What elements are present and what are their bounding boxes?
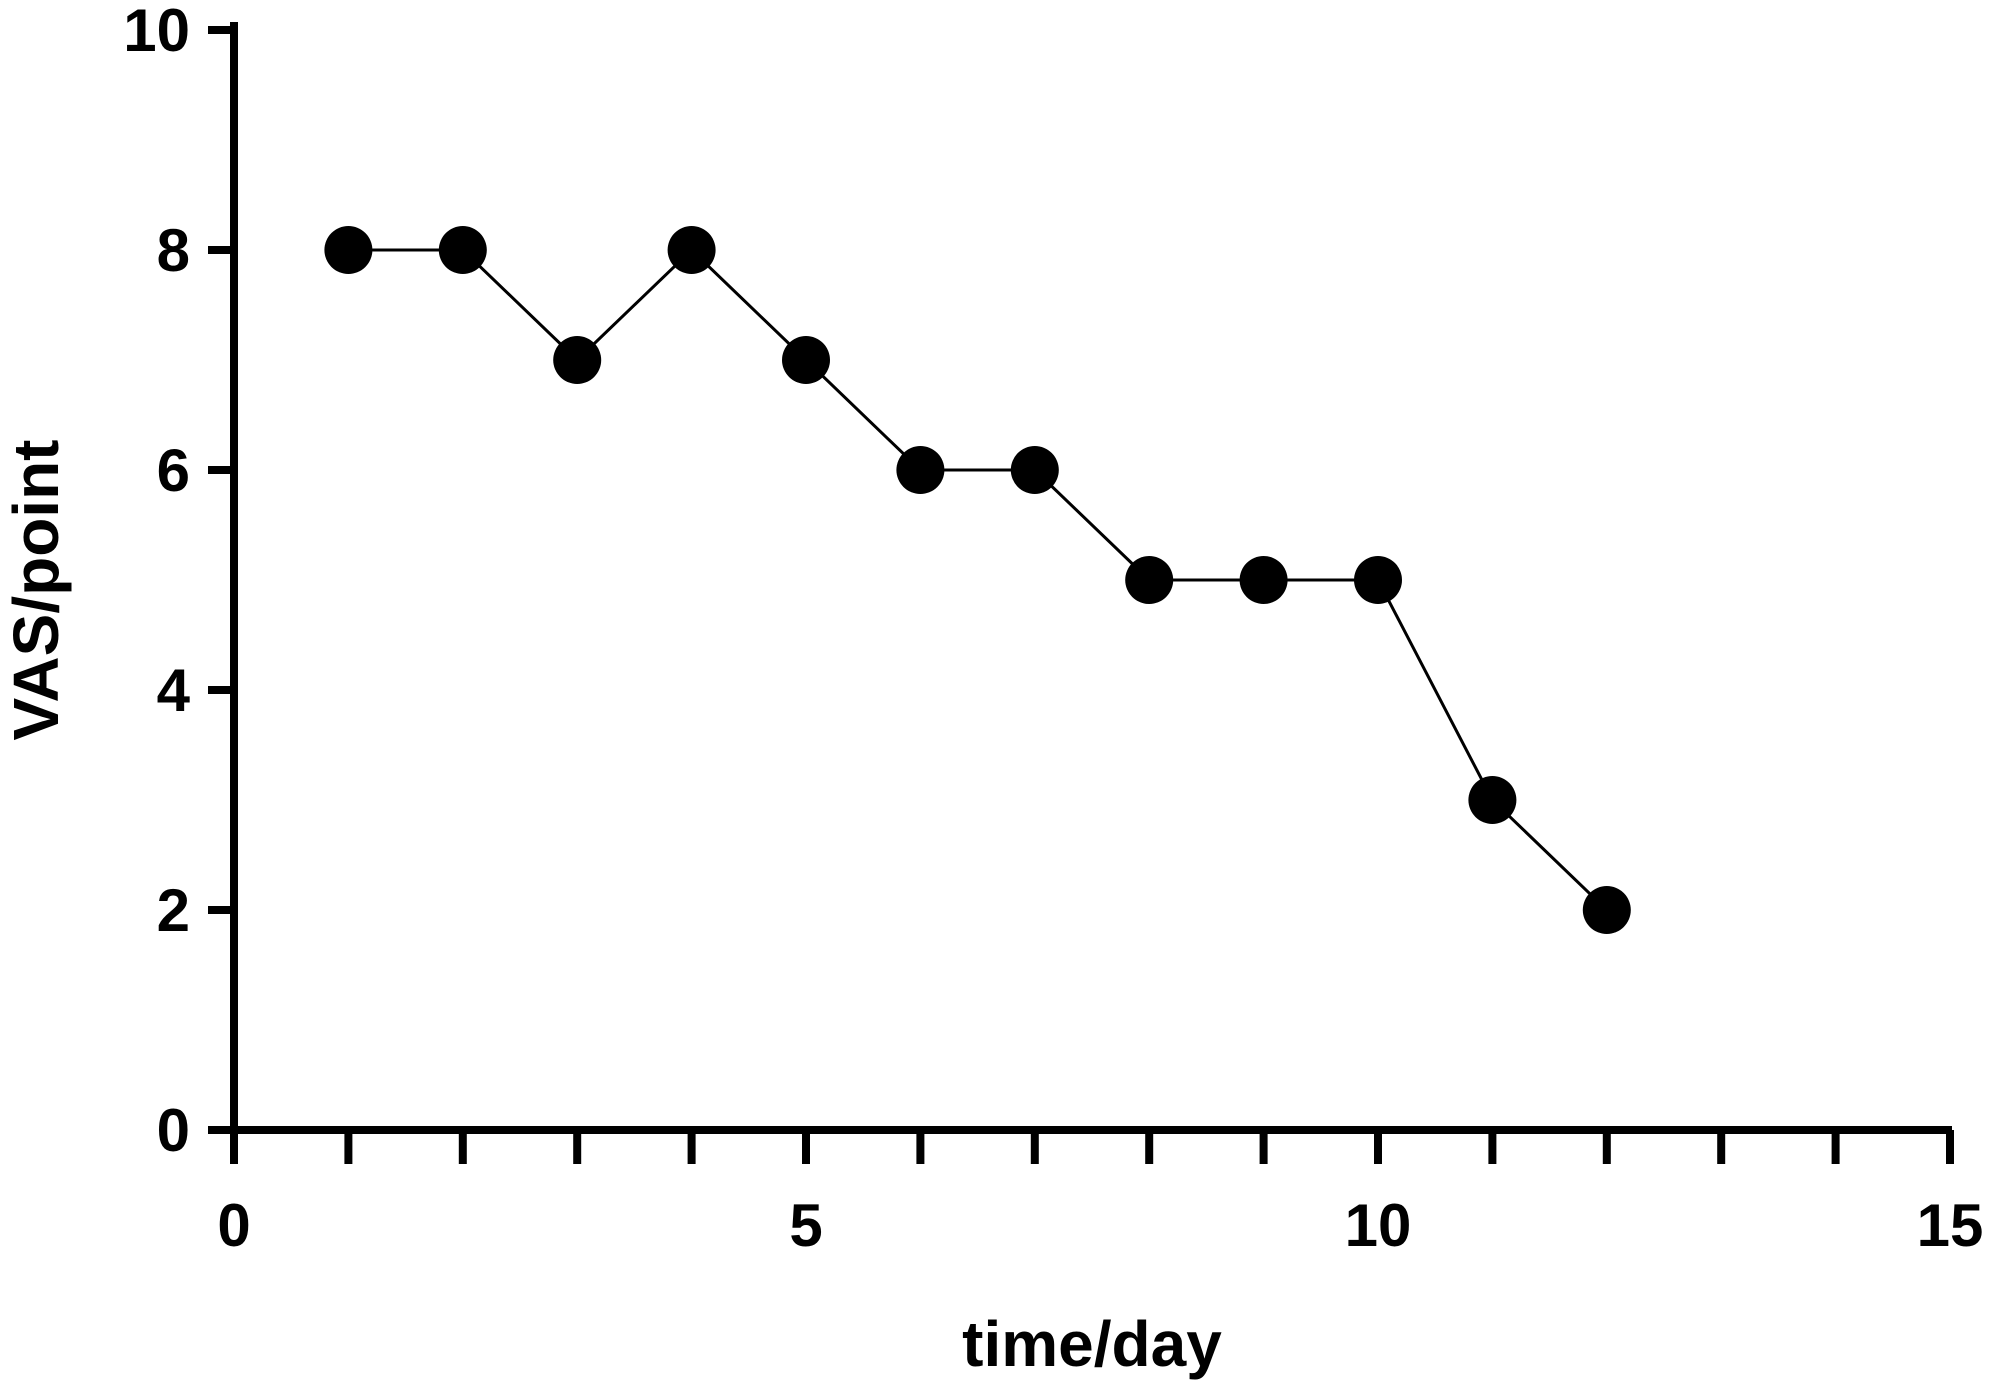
y-tick-label: 8: [157, 217, 190, 284]
y-tick-label: 4: [157, 657, 191, 724]
axes: [230, 22, 1952, 1138]
data-point: [896, 446, 945, 494]
data-point: [1468, 776, 1517, 824]
y-tick-label: 10: [123, 0, 190, 64]
data-point: [553, 336, 602, 384]
y-tick-label: 2: [157, 877, 190, 944]
data-point: [1582, 886, 1631, 934]
data-point: [438, 226, 487, 274]
x-tick-label: 15: [1917, 1192, 1984, 1259]
x-tick-label: 0: [217, 1192, 250, 1259]
y-axis-ticks: 0 2 4 6 8 10: [123, 0, 234, 1164]
data-point: [782, 336, 830, 384]
x-tick-label: 5: [789, 1192, 822, 1259]
data-point: [1354, 556, 1402, 604]
x-tick-label: 10: [1345, 1192, 1412, 1259]
data-point: [667, 226, 716, 274]
data-point: [1010, 446, 1059, 494]
series-line: [348, 247, 1608, 912]
data-point: [1125, 556, 1174, 604]
y-tick-label: 6: [157, 437, 190, 504]
y-tick-label: 0: [157, 1097, 190, 1164]
data-point: [1239, 556, 1288, 604]
series-group: [324, 226, 1631, 934]
data-point: [324, 226, 373, 274]
x-axis-ticks: 0 5 10 15: [217, 1130, 1983, 1259]
x-axis-title: time/day: [962, 1308, 1222, 1380]
y-axis-title: VAS/point: [0, 440, 72, 741]
